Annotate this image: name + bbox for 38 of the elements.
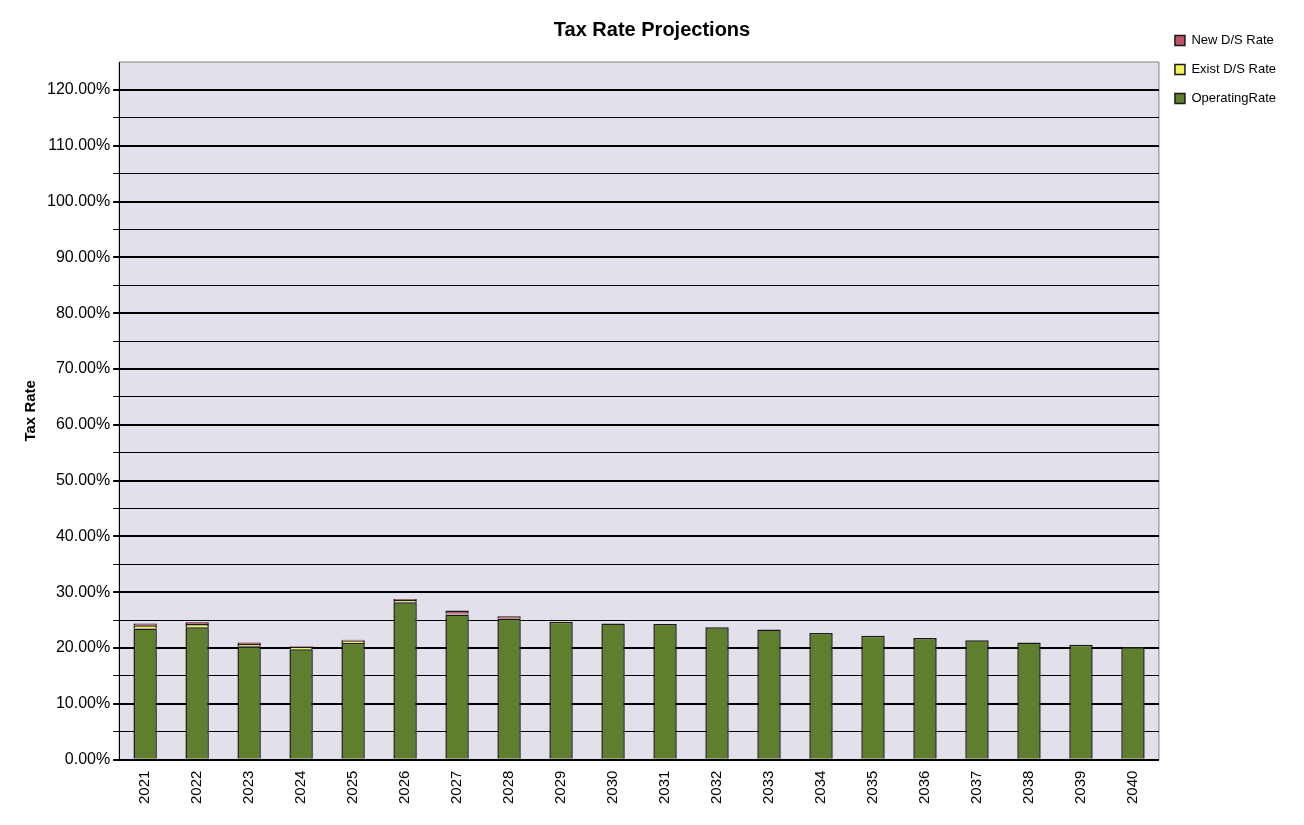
y-tick-label: 80.00%: [55, 303, 111, 321]
y-tick-label: 70.00%: [55, 359, 111, 377]
x-tick-label: 2032: [707, 770, 725, 805]
y-axis-title: Tax Rate: [21, 380, 39, 442]
y-tick-label: 60.00%: [55, 415, 111, 433]
x-tick-label: 2022: [187, 770, 205, 805]
x-tick-label: 2035: [863, 770, 881, 805]
y-tick-label: 50.00%: [55, 470, 111, 488]
y-tick-label: 110.00%: [48, 136, 111, 154]
x-tick-label: 2040: [1123, 770, 1141, 805]
x-tick-label: 2031: [655, 770, 673, 805]
x-tick-label: 2026: [395, 770, 413, 805]
legend-label: Exist D/S Rate: [1191, 61, 1276, 77]
x-tick-label: 2036: [915, 770, 933, 805]
x-tick-label: 2028: [499, 770, 517, 805]
y-tick-label: 90.00%: [55, 247, 111, 265]
y-tick-label: 10.00%: [55, 694, 111, 712]
x-tick-label: 2021: [135, 770, 153, 805]
legend-label: OperatingRate: [1191, 90, 1277, 106]
legend-label: New D/S Rate: [1191, 32, 1274, 48]
y-tick-label: 100.00%: [46, 191, 111, 209]
x-tick-label: 2038: [1019, 770, 1037, 805]
y-tick-label: 120.00%: [46, 80, 111, 98]
x-tick-label: 2025: [343, 770, 361, 805]
x-tick-label: 2039: [1071, 770, 1089, 805]
chart-title: Tax Rate Projections: [553, 17, 751, 40]
x-tick-label: 2029: [551, 770, 569, 805]
x-tick-label: 2037: [967, 770, 985, 805]
y-tick-label: 30.00%: [55, 582, 111, 600]
y-tick-label: 0.00%: [64, 750, 111, 768]
x-tick-label: 2034: [811, 770, 829, 805]
x-tick-label: 2030: [603, 770, 621, 805]
x-tick-label: 2024: [291, 770, 309, 805]
x-tick-label: 2027: [447, 770, 465, 805]
y-tick-label: 20.00%: [55, 638, 111, 656]
y-tick-label: 40.00%: [55, 526, 111, 544]
x-tick-label: 2033: [759, 770, 777, 805]
x-tick-label: 2023: [239, 770, 257, 805]
